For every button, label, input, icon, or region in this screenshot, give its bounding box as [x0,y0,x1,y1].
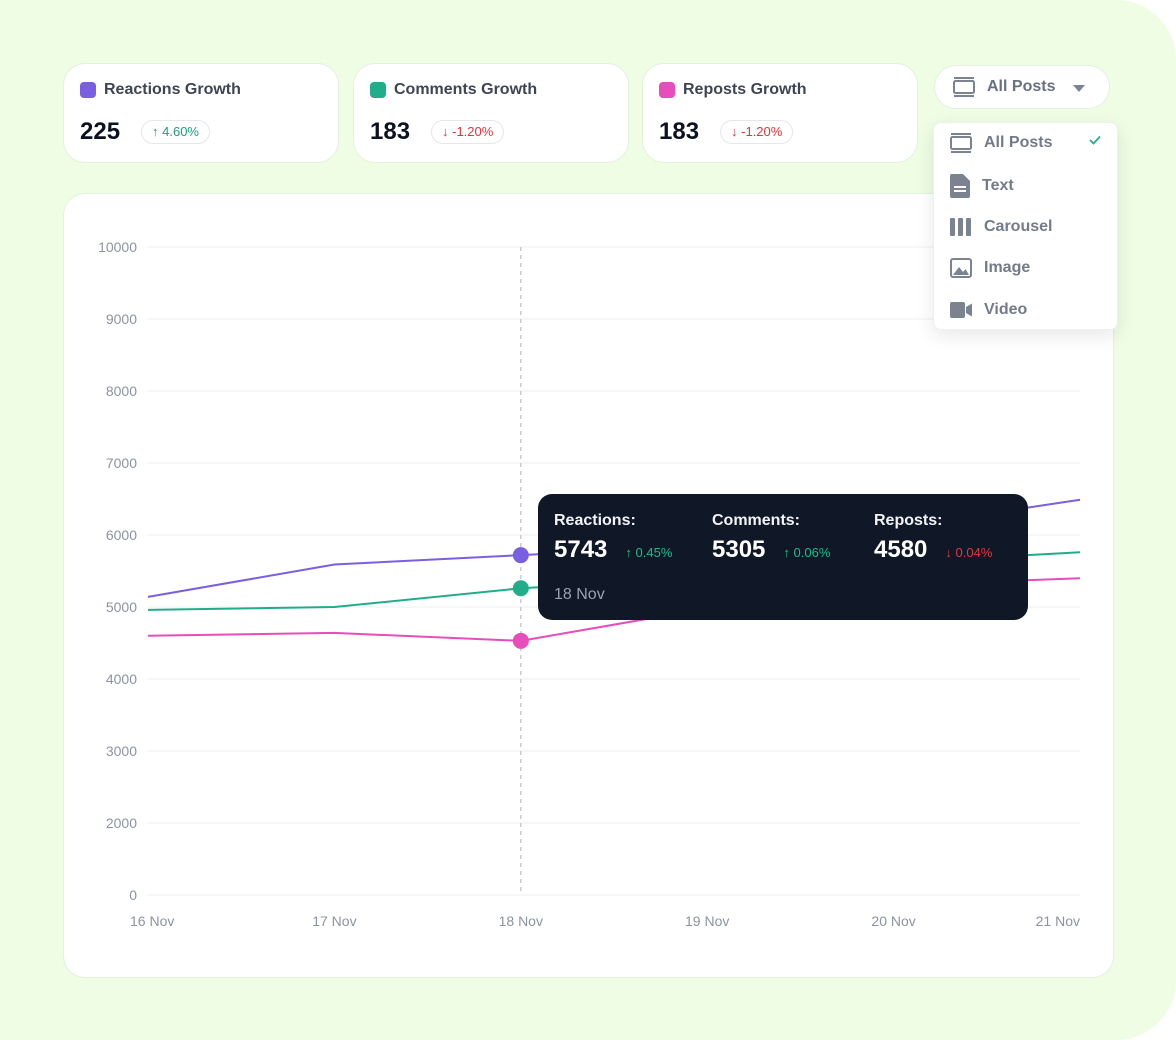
tooltip-reposts: Reposts: 4580 ↓ 0.04% [874,512,993,563]
menu-item-text[interactable]: Text [950,174,1014,198]
menu-item-video[interactable]: Video [950,298,1027,322]
tooltip-reactions: Reactions: 5743 ↑ 0.45% [554,512,673,563]
arrow-up-icon: ↑ [625,545,632,560]
stat-title: Reactions Growth [104,81,241,98]
reposts-swatch [659,82,675,98]
menu-item-carousel[interactable]: Carousel [950,215,1052,239]
tooltip-comments: Comments: 5305 ↑ 0.06% [712,512,831,563]
tooltip-change: ↑ 0.06% [783,545,831,560]
reactions-swatch [80,82,96,98]
tooltip-value: 5743 [554,536,608,563]
video-icon [950,302,972,318]
menu-item-all-posts[interactable]: All Posts [950,131,1052,155]
arrow-up-icon: ↑ [152,124,159,139]
post-type-filter[interactable]: All Posts [934,65,1110,109]
stat-title: Comments Growth [394,81,538,98]
stat-value: 225 [80,118,121,145]
arrow-down-icon: ↓ [945,545,952,560]
filter-label: All Posts [987,78,1056,95]
arrow-down-icon: ↓ [731,124,738,139]
tooltip-date: 18 Nov [554,586,605,603]
stat-value: 183 [370,118,411,145]
stat-card-reactions: Reactions Growth 225 ↑ 4.60% [63,63,339,163]
check-icon [1089,135,1101,145]
comments-swatch [370,82,386,98]
stat-change-badge: ↓ -1.20% [720,120,794,144]
stat-change-badge: ↑ 4.60% [141,120,210,144]
stat-change-badge: ↓ -1.20% [431,120,505,144]
posts-stack-icon [950,133,972,153]
chevron-down-icon [1073,85,1085,92]
carousel-icon [950,218,971,236]
stat-title: Reposts Growth [683,81,807,98]
filter-dropdown-menu: All Posts Text Carousel Image Video [933,122,1118,330]
image-icon [950,258,972,278]
tooltip-change: ↓ 0.04% [945,545,993,560]
arrow-down-icon: ↓ [442,124,449,139]
tooltip-value: 5305 [712,536,766,563]
chart-tooltip: Reactions: 5743 ↑ 0.45% Comments: 5305 ↑ 0… [538,494,1028,620]
arrow-up-icon: ↑ [783,545,790,560]
document-icon [950,174,970,198]
stat-card-comments: Comments Growth 183 ↓ -1.20% [353,63,629,163]
tooltip-change: ↑ 0.45% [625,545,673,560]
tooltip-value: 4580 [874,536,928,563]
menu-item-image[interactable]: Image [950,256,1030,280]
stat-value: 183 [659,118,700,145]
posts-stack-icon [953,77,975,97]
stat-card-reposts: Reposts Growth 183 ↓ -1.20% [642,63,918,163]
